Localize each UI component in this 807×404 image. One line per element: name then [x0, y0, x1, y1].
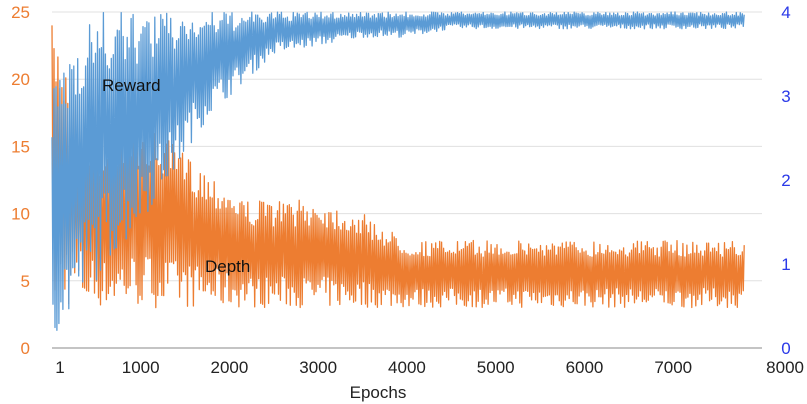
right-tick-label: 0 [781, 339, 790, 358]
x-tick-label: 2000 [211, 358, 249, 377]
left-tick-label: 15 [11, 137, 30, 156]
right-tick-label: 1 [781, 255, 790, 274]
left-tick-label: 0 [21, 339, 30, 358]
right-y-axis-ticks: 0 1 2 3 4 [781, 3, 790, 358]
right-tick-label: 2 [781, 171, 790, 190]
right-tick-label: 4 [781, 3, 790, 22]
x-tick-label: 1000 [122, 358, 160, 377]
x-axis-title: Epochs [350, 383, 407, 402]
depth-line [51, 25, 745, 309]
depth-series [51, 25, 745, 309]
x-tick-label: 8000 [766, 358, 804, 377]
reward-annotation: Reward [102, 76, 161, 95]
depth-annotation: Depth [205, 257, 250, 276]
x-axis-ticks: 1 1000 2000 3000 4000 5000 6000 7000 8000 [55, 358, 804, 377]
left-tick-label: 5 [21, 272, 30, 291]
x-tick-label: 7000 [654, 358, 692, 377]
x-tick-label: 6000 [566, 358, 604, 377]
left-tick-label: 20 [11, 70, 30, 89]
left-y-axis-ticks: 0 5 10 15 20 25 [11, 3, 30, 358]
x-tick-label: 4000 [388, 358, 426, 377]
left-tick-label: 25 [11, 3, 30, 22]
x-tick-label: 1 [55, 358, 64, 377]
reward-series [51, 11, 745, 331]
x-tick-label: 3000 [299, 358, 337, 377]
x-tick-label: 5000 [477, 358, 515, 377]
left-tick-label: 10 [11, 205, 30, 224]
reward-line [51, 11, 745, 331]
right-tick-label: 3 [781, 87, 790, 106]
